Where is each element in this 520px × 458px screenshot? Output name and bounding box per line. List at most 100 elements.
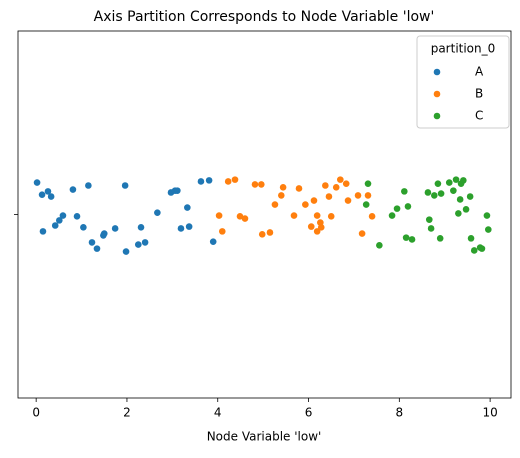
point: [51, 222, 59, 229]
point: [39, 228, 47, 235]
legend-box: [416, 35, 510, 129]
point: [364, 192, 372, 199]
point: [38, 191, 46, 198]
point: [134, 241, 142, 248]
point: [376, 242, 383, 249]
point: [258, 231, 266, 238]
point: [424, 189, 432, 196]
point: [69, 186, 77, 193]
point: [33, 179, 41, 186]
point: [466, 193, 474, 200]
point: [121, 182, 129, 189]
point: [73, 213, 81, 220]
point: [44, 188, 52, 195]
x-tick-label: 8: [396, 406, 404, 420]
x-axis-label: Node Variable 'low': [207, 430, 322, 444]
point: [137, 224, 145, 231]
point: [455, 210, 462, 217]
point: [456, 196, 464, 203]
point: [322, 182, 329, 189]
point: [452, 176, 460, 183]
point: [354, 192, 362, 199]
point: [358, 230, 366, 237]
point: [445, 179, 453, 186]
point: [279, 184, 287, 191]
point: [177, 225, 185, 232]
point: [307, 223, 315, 230]
point: [327, 213, 335, 220]
point: [401, 188, 408, 195]
point: [141, 239, 149, 246]
point: [430, 192, 438, 199]
point: [467, 235, 475, 242]
point: [362, 201, 370, 208]
legend-marker: [433, 68, 441, 76]
x-tick-label: 4: [214, 406, 222, 420]
x-tick-label: 10: [482, 406, 497, 420]
point: [427, 225, 435, 232]
point: [295, 185, 303, 192]
point: [266, 229, 274, 236]
legend-marker: [433, 90, 441, 98]
point: [218, 228, 226, 235]
point: [88, 239, 96, 246]
point: [485, 226, 492, 233]
legend-label: A: [475, 65, 484, 79]
point: [197, 178, 205, 185]
point: [462, 206, 470, 213]
point: [460, 177, 467, 184]
point: [342, 180, 350, 187]
point: [174, 187, 181, 194]
point: [344, 197, 352, 204]
x-tick-label: 0: [32, 406, 40, 420]
point: [251, 181, 259, 188]
point: [205, 177, 213, 184]
point: [332, 184, 340, 191]
point: [337, 176, 344, 183]
point: [209, 238, 217, 245]
legend-label: C: [475, 109, 483, 123]
chart-title: Axis Partition Corresponds to Node Varia…: [94, 9, 435, 25]
point: [122, 248, 130, 255]
point: [434, 180, 442, 187]
point: [47, 193, 55, 200]
point: [277, 192, 285, 199]
point: [258, 181, 265, 188]
point: [93, 245, 101, 252]
point: [437, 190, 445, 197]
point: [310, 197, 318, 204]
point: [404, 203, 412, 210]
point: [388, 212, 396, 219]
point: [56, 217, 63, 224]
point: [241, 215, 249, 222]
point: [313, 228, 321, 235]
point: [215, 212, 223, 219]
point: [185, 223, 193, 230]
point: [425, 216, 433, 223]
point: [317, 224, 325, 231]
point: [80, 224, 87, 231]
point: [478, 245, 486, 252]
x-tick-label: 6: [305, 406, 313, 420]
point: [85, 182, 92, 189]
point: [325, 193, 333, 200]
point: [271, 201, 279, 208]
point: [100, 230, 108, 237]
point: [436, 235, 444, 242]
point: [408, 236, 416, 243]
point: [236, 213, 244, 220]
point: [302, 201, 309, 208]
point: [364, 180, 372, 187]
point: [402, 234, 410, 241]
point: [184, 204, 191, 211]
point: [393, 205, 401, 212]
point: [59, 212, 67, 219]
point: [224, 178, 232, 185]
point: [231, 176, 239, 183]
legend-marker: [433, 112, 441, 120]
legend-title: partition_0: [431, 42, 496, 56]
x-tick-label: 2: [123, 406, 131, 420]
point: [450, 187, 457, 194]
point: [313, 212, 321, 219]
